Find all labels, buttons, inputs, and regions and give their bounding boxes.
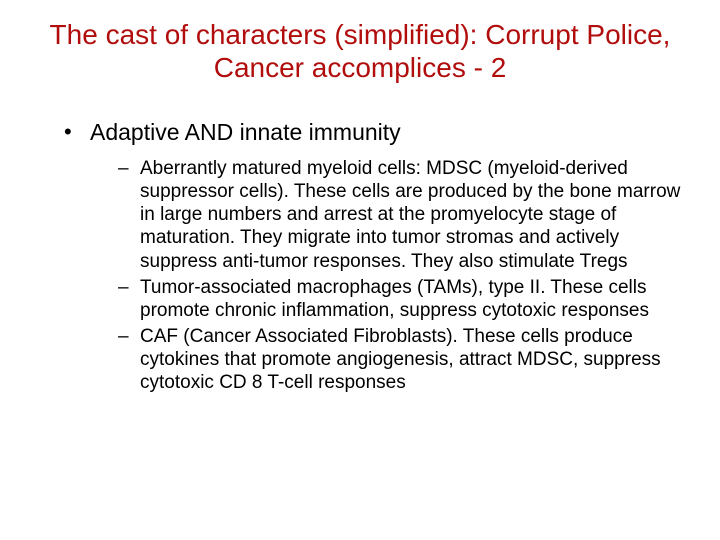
level2-text: CAF (Cancer Associated Fibroblasts). The… <box>140 326 661 393</box>
level1-text: Adaptive AND innate immunity <box>90 119 401 145</box>
list-item: CAF (Cancer Associated Fibroblasts). The… <box>118 325 682 395</box>
bullet-list-level2: Aberrantly matured myeloid cells: MDSC (… <box>90 157 682 395</box>
level2-text: Tumor-associated macrophages (TAMs), typ… <box>140 277 649 321</box>
slide: The cast of characters (simplified): Cor… <box>0 0 720 540</box>
list-item: Adaptive AND innate immunity Aberrantly … <box>64 118 682 394</box>
level2-text: Aberrantly matured myeloid cells: MDSC (… <box>140 158 680 272</box>
list-item: Tumor-associated macrophages (TAMs), typ… <box>118 276 682 322</box>
list-item: Aberrantly matured myeloid cells: MDSC (… <box>118 157 682 273</box>
slide-title: The cast of characters (simplified): Cor… <box>38 18 682 84</box>
bullet-list-level1: Adaptive AND innate immunity Aberrantly … <box>38 118 682 394</box>
